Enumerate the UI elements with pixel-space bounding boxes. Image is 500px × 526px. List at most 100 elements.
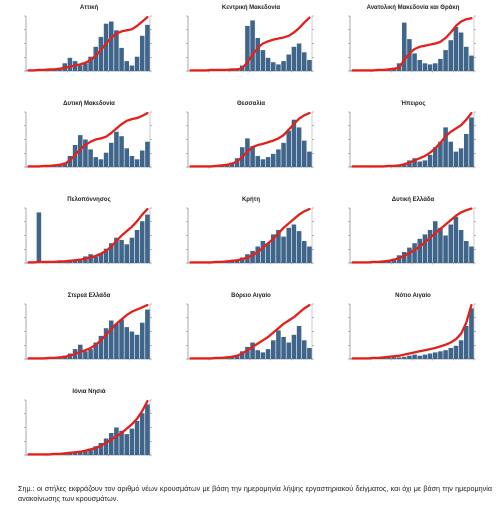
bar <box>296 127 302 167</box>
bar <box>36 212 42 263</box>
cumulative-line <box>351 207 473 264</box>
bar <box>443 235 448 263</box>
chart-plot <box>186 303 314 361</box>
bar <box>386 357 392 359</box>
bar <box>250 146 255 167</box>
bar <box>139 221 145 263</box>
bar <box>229 357 235 359</box>
bar <box>412 158 417 167</box>
bar <box>301 241 307 263</box>
cumulative-line <box>27 303 149 360</box>
bar <box>98 253 104 263</box>
cumulative-line <box>351 111 473 168</box>
bar <box>270 153 276 167</box>
bar <box>391 357 397 359</box>
bar <box>443 50 448 71</box>
bar <box>307 151 312 167</box>
bar <box>270 234 276 263</box>
bar <box>281 337 286 359</box>
bar <box>260 241 266 263</box>
cumulative-line <box>189 303 311 360</box>
bar <box>276 149 281 167</box>
bars-group <box>208 326 312 359</box>
bar <box>443 127 448 167</box>
bar <box>417 161 423 167</box>
bar <box>255 156 261 167</box>
bar <box>448 141 454 167</box>
bar <box>463 241 469 263</box>
bar <box>469 55 474 71</box>
bar <box>417 355 423 359</box>
chart-title: Ανατολική Μακεδονία και Θράκη <box>366 5 460 11</box>
bar <box>119 430 124 455</box>
bar <box>103 152 109 167</box>
bar <box>276 64 281 71</box>
bar <box>427 230 433 263</box>
bar <box>103 248 109 263</box>
bar <box>98 335 104 359</box>
bar <box>412 243 417 263</box>
bar <box>469 117 474 167</box>
bars-group <box>41 309 150 359</box>
bar <box>255 246 261 263</box>
bar <box>88 448 93 455</box>
bar <box>145 404 150 455</box>
bar <box>88 56 93 71</box>
chart-title: Ιόνια Νησιά <box>72 389 106 395</box>
bar <box>453 151 459 167</box>
bar <box>458 230 464 263</box>
bar <box>134 230 140 263</box>
bars-group <box>370 308 474 359</box>
bar <box>448 224 454 263</box>
bar <box>103 328 109 359</box>
bar <box>291 46 297 71</box>
chart-panel: Στερεά Ελλάδα <box>10 292 168 388</box>
bar <box>401 22 407 72</box>
bar <box>134 159 140 167</box>
cumulative-line <box>27 399 149 456</box>
chart-panel: Νότιο Αιγαίο <box>334 292 492 388</box>
bar <box>291 119 297 167</box>
bar <box>108 142 114 167</box>
bar <box>93 446 99 455</box>
bar <box>458 340 464 359</box>
bar <box>286 54 292 71</box>
bar <box>108 243 114 263</box>
bar <box>422 160 428 167</box>
bar <box>260 352 266 359</box>
bar <box>438 58 443 71</box>
bar <box>260 50 266 71</box>
chart-plot <box>348 207 476 265</box>
bars-group <box>46 404 150 455</box>
bar <box>412 53 417 71</box>
bar <box>432 147 438 167</box>
cumulative-line <box>27 207 149 264</box>
bar <box>145 24 150 71</box>
bar <box>124 61 130 71</box>
bar <box>129 65 135 71</box>
chart-title: Κρήτη <box>241 197 261 203</box>
bar <box>83 351 88 359</box>
chart-plot <box>348 303 476 361</box>
bar <box>301 140 307 167</box>
bar <box>448 348 454 359</box>
bar <box>139 322 145 359</box>
bar <box>139 150 145 167</box>
bar <box>427 64 433 71</box>
bar <box>286 342 292 359</box>
bar <box>250 20 255 71</box>
bar <box>463 326 469 359</box>
bar <box>291 224 297 263</box>
bar <box>145 214 150 263</box>
bar <box>427 154 433 167</box>
bar <box>77 65 83 71</box>
bar <box>417 238 423 263</box>
bar <box>72 452 78 455</box>
cumulative-line <box>351 303 473 360</box>
bar <box>119 319 124 359</box>
chart-title: Κεντρική Μακεδονία <box>221 5 281 11</box>
bar <box>281 61 286 71</box>
bar <box>432 63 438 71</box>
bar <box>412 354 417 359</box>
bar <box>250 250 255 263</box>
